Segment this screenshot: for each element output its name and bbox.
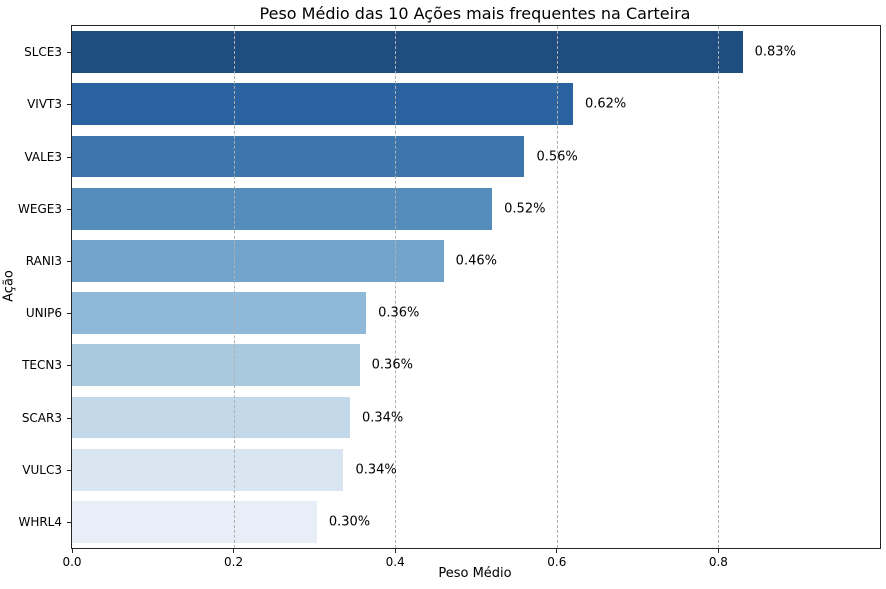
bar-value-label: 0.34% [361, 410, 404, 425]
y-tick-label: VULC3 [22, 462, 62, 477]
y-tick-label: RANI3 [25, 253, 62, 268]
bar-value-label: 0.34% [355, 462, 397, 478]
y-tick-label: SLCE3 [24, 45, 62, 60]
bar-tecn3 [72, 344, 360, 387]
bar-unip6 [72, 292, 367, 334]
bar-vivt3 [72, 83, 573, 126]
gridline [233, 26, 235, 548]
bar-value-label: 0.46% [455, 253, 497, 269]
x-tick-mark [72, 549, 73, 553]
y-tick-label: UNIP6 [25, 306, 62, 321]
bar-vale3 [72, 135, 525, 178]
y-tick-mark [67, 208, 71, 210]
x-tick-label: 0.4 [385, 555, 405, 569]
x-tick-mark [556, 549, 558, 553]
plot-area: 0.0 0.2 0.4 0.6 0.8 0.83% SLCE3 0.62% VIVT3 0.56%… [18, 25, 881, 569]
y-tick-mark [67, 156, 71, 158]
x-tick-label: 0.6 [547, 555, 567, 569]
y-tick-label: SCAR3 [21, 410, 62, 425]
x-axis-label: Peso Médio [438, 566, 512, 581]
x-tick-label: 0.8 [708, 555, 728, 569]
y-tick-mark [67, 521, 71, 523]
bar-wege3 [72, 187, 493, 230]
bar-value-label: 0.36% [378, 305, 420, 321]
bar-value-label: 0.30% [328, 514, 371, 530]
x-tick-mark [717, 549, 719, 553]
x-tick-label: 0.2 [224, 555, 244, 569]
y-tick-mark [67, 104, 71, 106]
x-tick-label: 0.0 [62, 555, 82, 569]
y-tick-mark [67, 365, 71, 367]
x-tick-mark [233, 549, 235, 553]
bar-value-label: 0.36% [371, 357, 413, 373]
bar-value-label: 0.56% [536, 149, 578, 164]
y-tick-label: WEGE3 [18, 201, 62, 216]
bar-value-label: 0.62% [584, 96, 627, 112]
y-tick-label: TECN3 [22, 358, 62, 373]
bar-scar3 [72, 396, 350, 439]
bar-value-label: 0.52% [504, 201, 546, 217]
y-tick-label: VIVT3 [27, 97, 62, 112]
bar-vulc3 [72, 448, 344, 491]
y-tick-mark [67, 469, 71, 471]
gridline [718, 26, 720, 548]
y-tick-label: WHRL4 [18, 514, 62, 529]
gridline [395, 26, 397, 548]
y-tick-mark [67, 260, 71, 262]
y-axis-label: Ação [1, 270, 17, 302]
y-tick-mark [67, 52, 71, 54]
y-tick-mark [67, 417, 71, 419]
bar-value-label: 0.83% [754, 44, 796, 60]
y-tick-mark [67, 313, 71, 315]
x-tick-mark [394, 549, 396, 553]
bar-slce3 [72, 31, 743, 73]
gridline [556, 26, 558, 548]
chart-title: Peso Médio das 10 Ações mais frequentes … [259, 4, 691, 23]
bar-whrl4 [72, 501, 317, 543]
bar-rani3 [72, 240, 444, 282]
y-tick-label: VALE3 [24, 149, 62, 164]
